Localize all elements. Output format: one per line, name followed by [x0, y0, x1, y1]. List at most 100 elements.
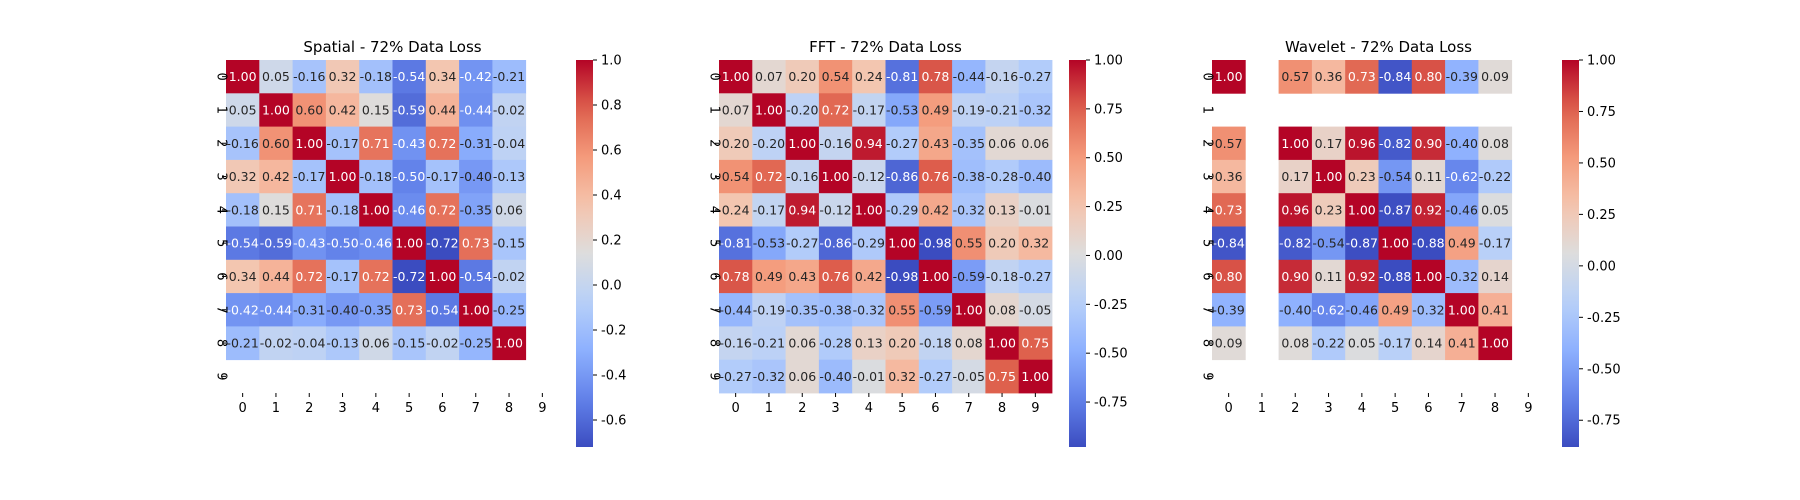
y-tick-label: 2 — [706, 139, 721, 147]
heatmap-cell — [818, 93, 853, 127]
colorbar-tick-label: 1.00 — [1094, 54, 1123, 69]
cell-value-label: -0.72 — [426, 236, 458, 251]
colorbar-tick-label: 0.75 — [1094, 102, 1123, 117]
cell-value-label: -0.12 — [819, 202, 851, 217]
cell-value-label: -0.04 — [493, 136, 525, 151]
colorbar — [576, 60, 593, 447]
heatmap-cell — [952, 226, 986, 261]
y-tick-label: 5 — [1199, 239, 1214, 247]
heatmap-cell — [885, 93, 920, 127]
heatmap-cell — [885, 359, 920, 394]
heatmap-cell — [1478, 293, 1513, 327]
cell-value-label: 0.49 — [1381, 302, 1409, 317]
y-tick-label: 3 — [1199, 172, 1214, 180]
heatmap-cell — [1311, 259, 1346, 294]
cell-value-label: 1.00 — [1315, 169, 1343, 184]
heatmap-cell — [719, 93, 753, 127]
cell-value-label: -0.17 — [326, 136, 358, 151]
cell-value-label: 0.73 — [462, 236, 490, 251]
cell-value-label: -0.40 — [819, 369, 851, 384]
cell-value-label: -0.35 — [953, 136, 985, 151]
heatmap-cell — [359, 259, 393, 294]
heatmap-cell — [852, 126, 886, 161]
heatmap-cell — [719, 159, 753, 194]
cell-value-label: 0.72 — [295, 269, 323, 284]
cell-value-label: -0.38 — [953, 169, 985, 184]
heatmap-cell — [425, 93, 460, 127]
cell-value-label: -0.27 — [719, 369, 751, 384]
cell-value-label: -0.15 — [393, 336, 425, 351]
cell-value-label: 1.00 — [722, 69, 750, 84]
cell-value-label: 1.00 — [329, 169, 357, 184]
heatmap-cell — [1345, 60, 1379, 94]
x-tick-label: 5 — [1391, 401, 1399, 416]
x-tick-label: 2 — [798, 401, 806, 416]
heatmap-cell — [1345, 259, 1379, 294]
heatmap-cell — [226, 193, 260, 227]
cell-value-label: 0.72 — [429, 136, 457, 151]
heatmap-cell — [752, 193, 786, 227]
heatmap-cell — [325, 226, 360, 261]
cell-value-label: -0.82 — [1279, 236, 1311, 251]
cell-value-label: 0.13 — [855, 336, 883, 351]
heatmap-cell — [1018, 293, 1053, 327]
heatmap-cell — [359, 159, 393, 194]
cell-value-label: -0.17 — [293, 169, 325, 184]
heatmap-cell — [259, 326, 293, 361]
heatmap-cell — [785, 359, 820, 394]
cell-value-label: 0.49 — [755, 269, 783, 284]
cell-value-label: 0.42 — [262, 169, 290, 184]
heatmap-cell — [492, 159, 527, 194]
cell-value-label: 0.14 — [1415, 336, 1443, 351]
heatmap-cell — [1278, 259, 1313, 294]
y-tick-label: 6 — [706, 272, 721, 280]
cell-value-label: -0.46 — [360, 236, 392, 251]
x-tick-label: 7 — [472, 401, 480, 416]
colorbar-tick-label: 0.6 — [601, 144, 622, 159]
heatmap-cell — [952, 193, 986, 227]
heatmap-cell — [918, 159, 953, 194]
heatmap-cell — [1378, 293, 1413, 327]
y-tick-label: 6 — [213, 272, 228, 280]
heatmap-cell — [719, 126, 753, 161]
heatmap-cell — [459, 226, 493, 261]
heatmap-cell — [292, 60, 327, 94]
heatmap-cell — [952, 60, 986, 94]
cell-value-label: 0.44 — [262, 269, 290, 284]
heatmap-cell — [1345, 293, 1379, 327]
heatmap-cell — [392, 60, 427, 94]
cell-value-label: 0.72 — [822, 102, 850, 117]
cell-value-label: 0.43 — [788, 269, 816, 284]
cell-value-label: -0.31 — [293, 302, 325, 317]
chart-title: Spatial - 72% Data Loss — [303, 38, 481, 56]
cell-value-label: 0.15 — [362, 102, 390, 117]
cell-value-label: -0.13 — [493, 169, 525, 184]
heatmap-cell — [359, 126, 393, 161]
heatmap-cell — [392, 293, 427, 327]
cell-value-label: -0.17 — [326, 269, 358, 284]
colorbar-tick-label: -0.6 — [601, 414, 626, 429]
cell-value-label: 1.00 — [1415, 269, 1443, 284]
cell-value-label: -0.17 — [1379, 336, 1411, 351]
heatmap-cell — [1311, 293, 1346, 327]
cell-value-label: -0.29 — [853, 236, 885, 251]
cell-value-label: 0.42 — [329, 102, 357, 117]
heatmap-cell — [985, 359, 1020, 394]
cell-value-label: 1.00 — [855, 202, 883, 217]
heatmap-cell — [425, 193, 460, 227]
heatmap-cell — [226, 159, 260, 194]
cell-value-label: -0.40 — [1279, 302, 1311, 317]
heatmap-cell — [459, 259, 493, 294]
cell-value-label: 0.73 — [395, 302, 423, 317]
heatmap-cell — [459, 193, 493, 227]
heatmap-cell — [1378, 126, 1413, 161]
heatmap-cell — [425, 326, 460, 361]
x-tick-label: 9 — [1031, 401, 1039, 416]
heatmap-cell — [325, 60, 360, 94]
colorbar — [1069, 60, 1086, 447]
heatmap-cell — [818, 326, 853, 361]
heatmap-cell — [985, 126, 1020, 161]
heatmap-cell — [719, 293, 753, 327]
heatmap-cell — [226, 326, 260, 361]
heatmap-cell — [325, 293, 360, 327]
